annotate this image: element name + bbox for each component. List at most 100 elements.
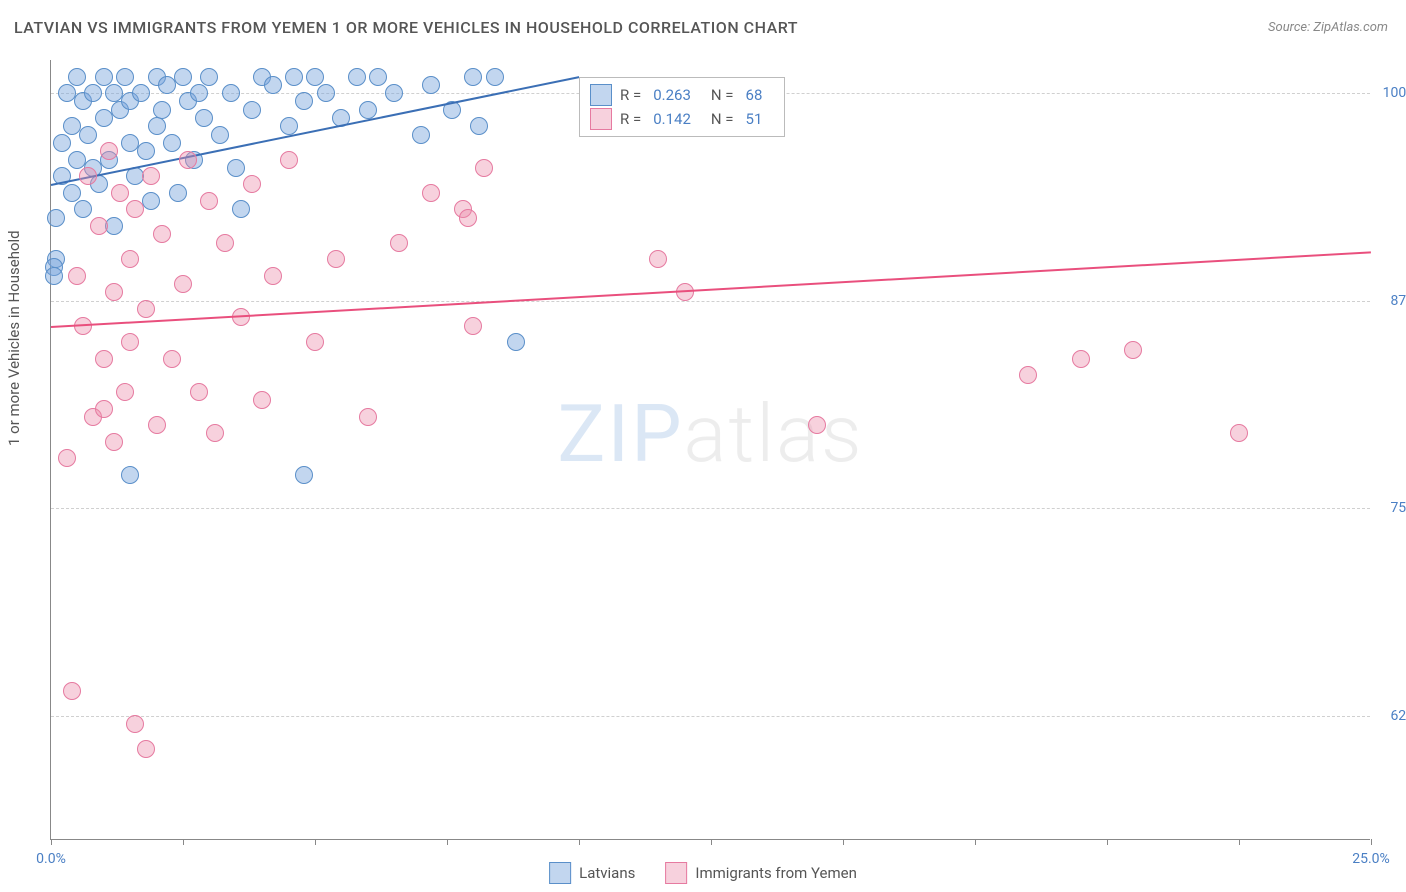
x-tick-label: 0.0%: [36, 851, 66, 867]
gridline-h: [51, 716, 1370, 717]
x-tick: [1107, 839, 1108, 845]
scatter-point: [1230, 424, 1248, 442]
scatter-point: [53, 134, 71, 152]
scatter-point: [190, 84, 208, 102]
legend-swatch: [590, 108, 612, 130]
scatter-point: [153, 225, 171, 243]
scatter-point: [348, 68, 366, 86]
scatter-point: [105, 217, 123, 235]
x-tick: [447, 839, 448, 845]
x-tick: [183, 839, 184, 845]
scatter-point: [126, 715, 144, 733]
y-tick-label: 87.5%: [1390, 293, 1406, 309]
n-label: N =: [711, 86, 734, 104]
scatter-point: [649, 250, 667, 268]
scatter-point: [306, 68, 324, 86]
scatter-point: [105, 283, 123, 301]
scatter-point: [1072, 350, 1090, 368]
source-attribution: Source: ZipAtlas.com: [1268, 20, 1388, 35]
y-tick-label: 75.0%: [1390, 500, 1406, 516]
scatter-point: [359, 408, 377, 426]
scatter-point: [142, 192, 160, 210]
scatter-point: [58, 449, 76, 467]
x-tick: [843, 839, 844, 845]
scatter-point: [459, 209, 477, 227]
scatter-point: [264, 267, 282, 285]
scatter-point: [90, 217, 108, 235]
scatter-point: [211, 126, 229, 144]
scatter-point: [95, 400, 113, 418]
scatter-point: [412, 126, 430, 144]
scatter-point: [163, 134, 181, 152]
scatter-point: [148, 416, 166, 434]
scatter-point: [84, 84, 102, 102]
x-tick: [51, 839, 52, 845]
scatter-point: [280, 151, 298, 169]
scatter-point: [486, 68, 504, 86]
watermark-atlas: atlas: [684, 387, 864, 481]
scatter-point: [206, 424, 224, 442]
scatter-point: [195, 109, 213, 127]
scatter-point: [153, 101, 171, 119]
gridline-h: [51, 508, 1370, 509]
scatter-point: [1019, 366, 1037, 384]
legend-swatch: [590, 84, 612, 106]
scatter-point: [475, 159, 493, 177]
scatter-point: [243, 175, 261, 193]
r-label: R =: [620, 110, 641, 128]
plot-area: ZIPatlas 62.5%75.0%87.5%100.0%0.0%25.0%R…: [50, 60, 1370, 840]
scatter-point: [121, 466, 139, 484]
legend-label-yemen: Immigrants from Yemen: [695, 864, 857, 882]
scatter-point: [285, 68, 303, 86]
scatter-point: [1124, 341, 1142, 359]
scatter-point: [169, 184, 187, 202]
x-tick: [315, 839, 316, 845]
trend-line: [51, 251, 1371, 328]
scatter-point: [174, 68, 192, 86]
chart-container: LATVIAN VS IMMIGRANTS FROM YEMEN 1 OR MO…: [0, 0, 1406, 892]
scatter-point: [295, 466, 313, 484]
scatter-point: [79, 167, 97, 185]
scatter-point: [68, 267, 86, 285]
n-value: 51: [746, 110, 763, 128]
scatter-point: [116, 383, 134, 401]
n-label: N =: [711, 110, 734, 128]
r-label: R =: [620, 86, 641, 104]
legend-swatch-latvians: [549, 862, 571, 884]
scatter-point: [422, 184, 440, 202]
scatter-point: [47, 209, 65, 227]
scatter-point: [359, 101, 377, 119]
scatter-point: [163, 350, 181, 368]
chart-title: LATVIAN VS IMMIGRANTS FROM YEMEN 1 OR MO…: [14, 18, 798, 37]
scatter-point: [808, 416, 826, 434]
scatter-point: [63, 184, 81, 202]
scatter-point: [142, 167, 160, 185]
scatter-point: [369, 68, 387, 86]
scatter-point: [295, 92, 313, 110]
gridline-h: [51, 301, 1370, 302]
scatter-point: [264, 76, 282, 94]
scatter-point: [227, 159, 245, 177]
legend-stats-row: R =0.263N =68: [590, 84, 774, 106]
scatter-point: [190, 383, 208, 401]
scatter-point: [200, 192, 218, 210]
legend-swatch-yemen: [665, 862, 687, 884]
scatter-point: [79, 126, 97, 144]
scatter-point: [216, 234, 234, 252]
legend-bottom: Latvians Immigrants from Yemen: [549, 862, 857, 884]
scatter-point: [464, 68, 482, 86]
n-value: 68: [746, 86, 763, 104]
scatter-point: [121, 250, 139, 268]
scatter-point: [327, 250, 345, 268]
scatter-point: [174, 275, 192, 293]
scatter-point: [132, 84, 150, 102]
scatter-point: [148, 117, 166, 135]
scatter-point: [253, 391, 271, 409]
scatter-point: [507, 333, 525, 351]
scatter-point: [243, 101, 261, 119]
scatter-point: [137, 740, 155, 758]
y-tick-label: 62.5%: [1390, 708, 1406, 724]
watermark-zip: ZIP: [557, 387, 683, 481]
x-tick: [579, 839, 580, 845]
legend-item-yemen: Immigrants from Yemen: [665, 862, 857, 884]
